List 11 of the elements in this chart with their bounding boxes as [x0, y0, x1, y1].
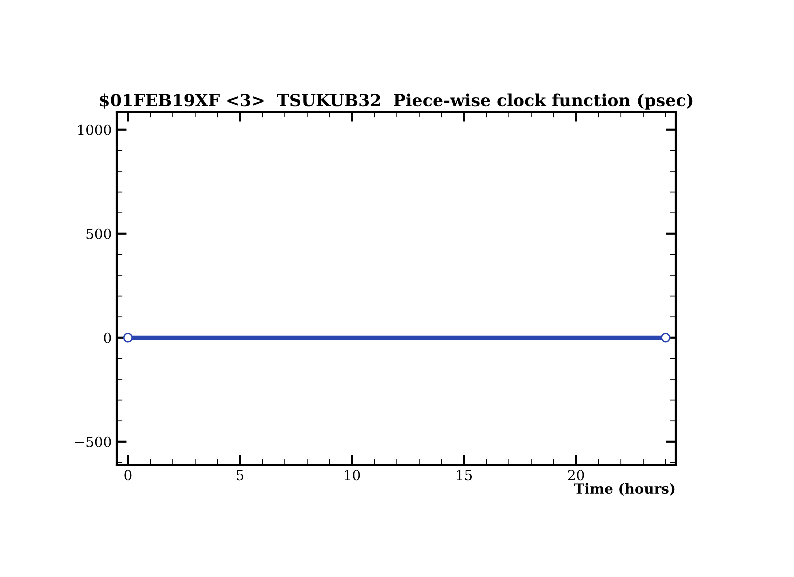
y-tick-label: 500 [86, 228, 112, 240]
x-tick-label: 15 [457, 470, 472, 481]
y-tick-label: −500 [75, 436, 112, 448]
y-tick-label: 0 [104, 332, 112, 344]
x-tick-label: 10 [345, 470, 360, 481]
chart-title: $01FEB19XF <3> TSUKUB32 Piece-wise clock function (psec) [100, 94, 693, 110]
x-axis-title: Time (hours) [574, 483, 675, 496]
x-tick-label: 20 [568, 470, 584, 481]
x-tick-label: 5 [236, 470, 244, 481]
x-tick-label: 0 [124, 470, 132, 481]
y-tick-label: 1000 [78, 124, 112, 136]
